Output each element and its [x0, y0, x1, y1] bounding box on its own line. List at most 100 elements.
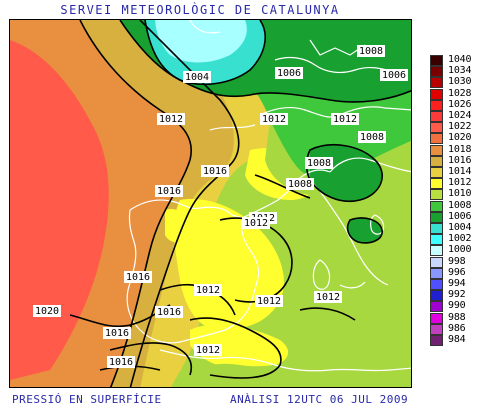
legend-swatch — [430, 122, 443, 134]
isobar-label-text: 1012 — [159, 114, 183, 125]
legend-swatch — [430, 111, 443, 122]
isobar-label-text: 1016 — [203, 166, 227, 177]
legend-swatch — [430, 55, 443, 66]
isobar-label: 1012 — [255, 295, 283, 307]
field-1002-low — [155, 20, 247, 63]
legend-swatch — [430, 290, 443, 302]
legend-label: 1026 — [448, 98, 472, 110]
legend-entry: 1034 — [430, 65, 480, 78]
legend-label: 996 — [448, 266, 466, 278]
legend-label: 1016 — [448, 154, 472, 166]
isobar-label-text: 1016 — [109, 357, 133, 368]
legend-label: 1018 — [448, 143, 472, 155]
legend-label: 1014 — [448, 166, 472, 177]
legend-swatch — [430, 99, 443, 111]
legend-entry: 1010 — [430, 188, 480, 201]
legend-label: 994 — [448, 278, 466, 289]
isobar-label: 1012 — [194, 344, 222, 356]
field-1016-band — [80, 20, 234, 387]
legend-swatch — [430, 267, 443, 279]
legend-label: 1022 — [448, 121, 472, 133]
isobar-label-text: 1016 — [157, 307, 181, 318]
legend-label: 992 — [448, 289, 466, 301]
isobar-label: 1016 — [155, 306, 183, 318]
isobar-label-text: 1012 — [333, 114, 357, 125]
isobar-label-text: 1016 — [157, 186, 181, 197]
legend-swatch — [430, 133, 443, 145]
legend-entry: 1012 — [430, 177, 480, 190]
legend-entry: 1008 — [430, 200, 480, 212]
legend-swatch — [430, 279, 443, 290]
legend-entry: 998 — [430, 255, 480, 268]
legend-swatch — [430, 245, 443, 257]
isobar-label: 1016 — [107, 356, 135, 368]
legend-entry: 992 — [430, 289, 480, 302]
legend-label: 1040 — [448, 54, 472, 65]
legend-entry: 996 — [430, 266, 480, 279]
isobar-label-text: 1012 — [196, 345, 220, 356]
field-1012-bay — [165, 209, 191, 243]
legend-label: 986 — [448, 322, 466, 334]
isobar-labels: 1004 1006 1006 1008 1012 1012 1012 1008 … — [33, 45, 408, 368]
legend-entry: 1024 — [430, 110, 480, 122]
isobar-label-text: 1020 — [35, 306, 59, 317]
isobar-label-text: 1012 — [244, 218, 268, 229]
legend-label: 1000 — [448, 244, 472, 256]
legend-entry: 1014 — [430, 166, 480, 178]
legend-swatch — [430, 155, 443, 167]
legend-label: 1028 — [448, 87, 472, 99]
legend-label: 998 — [448, 255, 466, 267]
isobar-label-text: 1006 — [382, 70, 406, 81]
isobar-label: 1012 — [260, 113, 288, 125]
legend-label: 988 — [448, 311, 466, 323]
legend-swatch — [430, 234, 443, 246]
legend-swatch — [430, 200, 443, 212]
legend-entry: 986 — [430, 322, 480, 335]
legend-swatch — [430, 211, 443, 223]
legend-swatch — [430, 178, 443, 190]
legend-swatch — [430, 144, 443, 156]
legend-entry: 1026 — [430, 98, 480, 111]
legend-entry: 1016 — [430, 154, 480, 167]
legend-label: 1002 — [448, 233, 472, 245]
isobar-label-text: 1012 — [262, 114, 286, 125]
isobar-label: 1006 — [380, 69, 408, 81]
legend-swatch — [430, 189, 443, 201]
isobar-label: 1004 — [183, 71, 211, 83]
isobar-label: 1012 — [242, 217, 270, 229]
isobar-label-text: 1012 — [257, 296, 281, 307]
field-1020-high — [10, 40, 109, 380]
map-caption: PRESSIÓ EN SUPERFÍCIE — [12, 393, 162, 406]
isobar-label: 1006 — [275, 67, 303, 79]
isobar-label-text: 1016 — [105, 328, 129, 339]
isobar-label-text: 1016 — [126, 272, 150, 283]
isobar-label-text: 1012 — [316, 292, 340, 303]
isobar-label: 1012 — [331, 113, 359, 125]
isobar-label-text: 1008 — [359, 46, 383, 57]
legend-label: 984 — [448, 334, 466, 345]
page-title: SERVEI METEOROLÒGIC DE CATALUNYA — [60, 3, 340, 17]
coastlines — [126, 20, 411, 372]
legend-label: 1024 — [448, 110, 472, 121]
legend-label: 990 — [448, 300, 466, 312]
isobar-label: 1016 — [103, 327, 131, 339]
isobar-label-text: 1004 — [185, 72, 209, 83]
legend-label: 1012 — [448, 177, 472, 189]
isobar-label: 1016 — [201, 165, 229, 177]
legend-swatch — [430, 167, 443, 178]
legend-swatch — [430, 312, 443, 324]
isobar-label-text: 1008 — [307, 158, 331, 169]
legend-label: 1020 — [448, 132, 472, 144]
legend-label: 1030 — [448, 76, 472, 88]
isobar-label-text: 1012 — [196, 285, 220, 296]
legend-label: 1006 — [448, 210, 472, 222]
legend-swatch — [430, 77, 443, 89]
isobar-label: 1012 — [194, 284, 222, 296]
legend-label: 1004 — [448, 222, 472, 233]
isobar-label: 1016 — [155, 185, 183, 197]
legend-swatch — [430, 66, 443, 78]
legend-entry: 1004 — [430, 222, 480, 234]
legend-swatch — [430, 256, 443, 268]
isobar-label: 1008 — [286, 178, 314, 190]
pressure-map: 1004 1006 1006 1008 1012 1012 1012 1008 … — [9, 19, 412, 388]
